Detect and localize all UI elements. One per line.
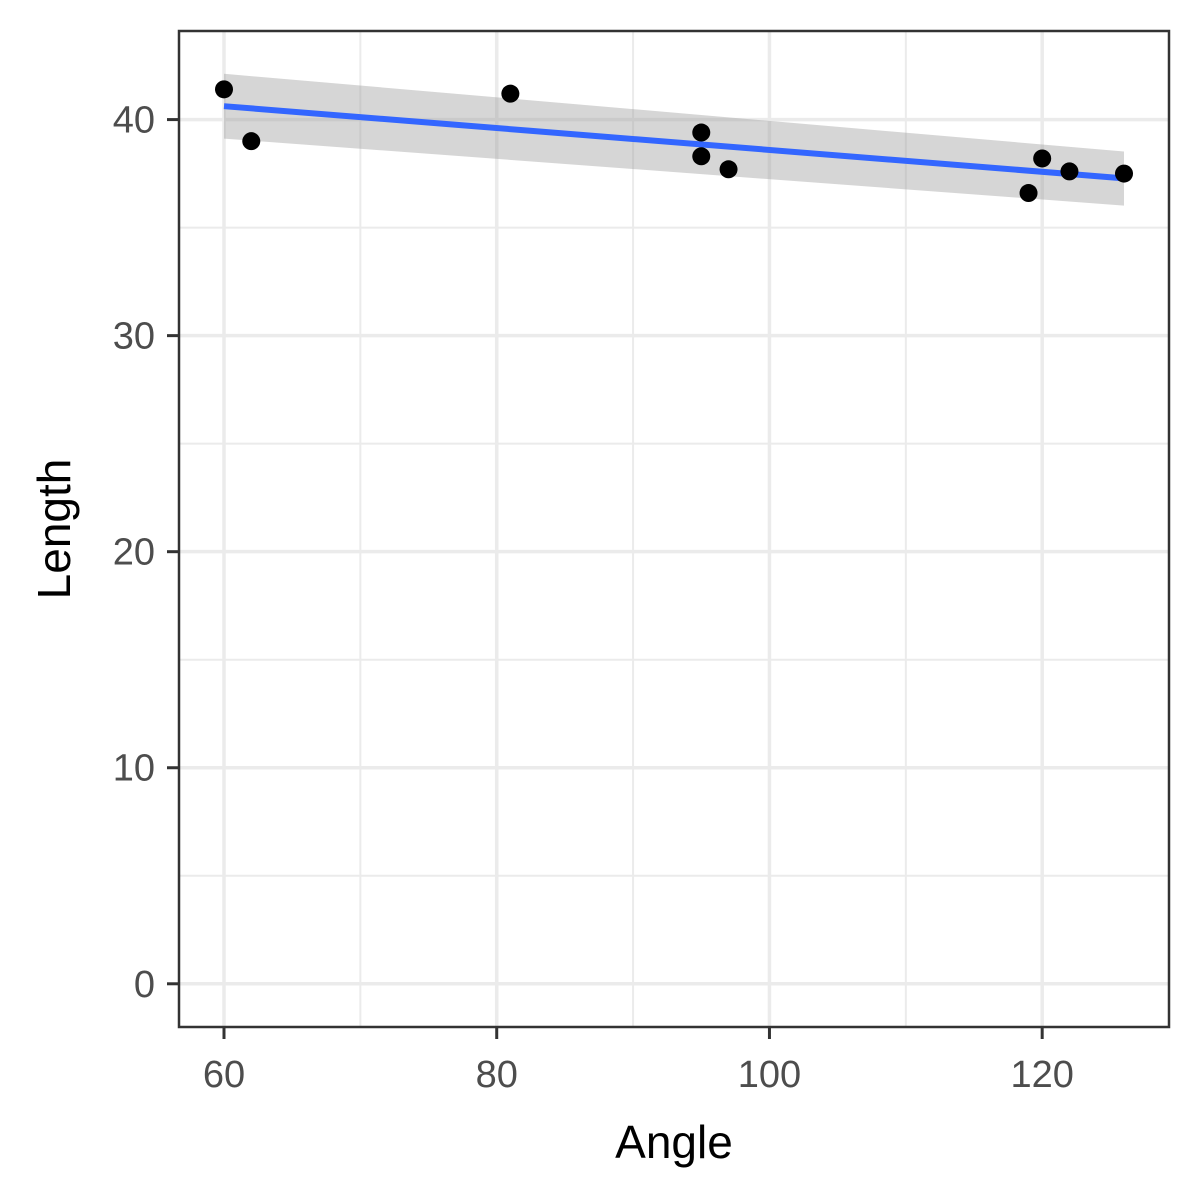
y-axis-title: Length xyxy=(28,459,80,600)
minor-gridlines xyxy=(179,31,1169,1027)
x-tick-label: 60 xyxy=(203,1054,245,1096)
data-point xyxy=(692,147,711,166)
major-gridlines xyxy=(179,31,1169,1027)
y-tick-label: 40 xyxy=(113,100,155,142)
x-tick-label: 100 xyxy=(738,1054,801,1096)
data-point xyxy=(1019,184,1038,203)
x-tick-label: 80 xyxy=(476,1054,518,1096)
y-axis: 0 10 20 30 40 xyxy=(113,100,179,1006)
x-axis-title: Angle xyxy=(615,1116,733,1168)
data-points xyxy=(215,80,1133,203)
y-tick-label: 10 xyxy=(113,748,155,790)
panel-border xyxy=(177,29,1171,1029)
data-point xyxy=(501,84,520,103)
data-point xyxy=(1115,164,1133,183)
data-point xyxy=(719,160,738,179)
data-point xyxy=(692,123,711,142)
regression-line xyxy=(223,103,1125,182)
data-point xyxy=(1033,149,1052,168)
y-tick-label: 0 xyxy=(134,964,155,1006)
x-axis: 60 80 100 120 xyxy=(203,1027,1074,1096)
data-point xyxy=(242,132,261,151)
data-point xyxy=(1060,162,1079,181)
x-tick-label: 120 xyxy=(1010,1054,1073,1096)
y-tick-label: 30 xyxy=(113,316,155,358)
y-tick-label: 20 xyxy=(113,532,155,574)
data-point xyxy=(215,80,233,99)
